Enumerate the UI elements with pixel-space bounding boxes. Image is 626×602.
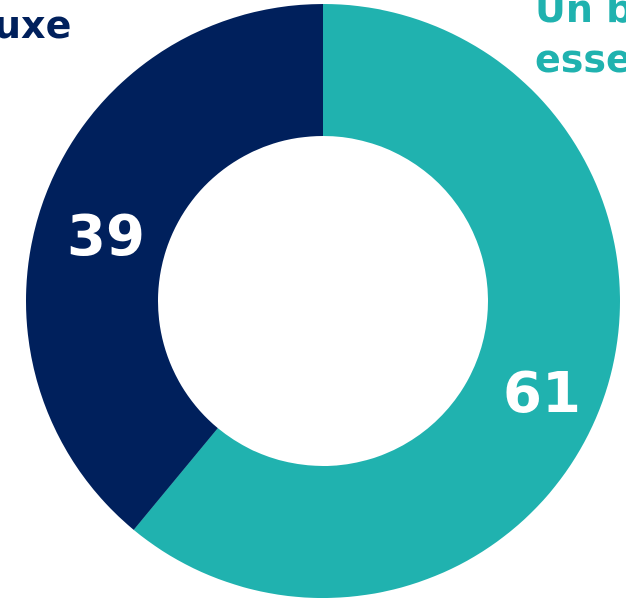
category-label-luxe: uxe bbox=[0, 3, 71, 47]
slice-essentiel bbox=[133, 4, 621, 599]
data-label-luxe: 39 bbox=[67, 204, 145, 269]
slice-luxe bbox=[26, 4, 324, 530]
slices-group bbox=[26, 4, 621, 599]
category-label-essentiel-line2: esse bbox=[535, 37, 626, 81]
category-label-essentiel-line1: Un b bbox=[535, 0, 626, 31]
data-label-essentiel: 61 bbox=[503, 361, 581, 426]
